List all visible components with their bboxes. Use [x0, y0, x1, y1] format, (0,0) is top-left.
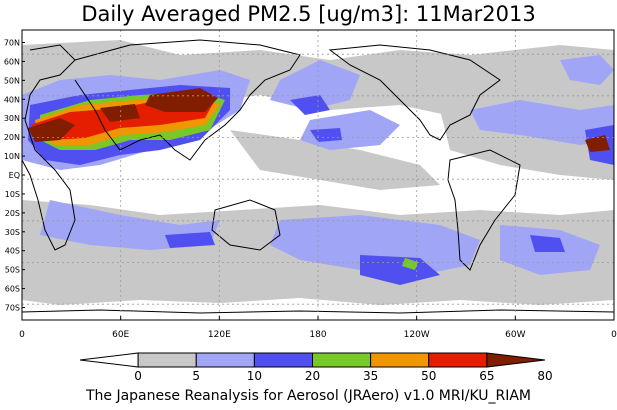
lat-tick-label: 30N [4, 114, 20, 123]
colorbar-swatch [79, 352, 139, 368]
latitude-axis: 70N 60N 50N 40N 30N 20N 10N EQ 10S 20S 30S 40S 50S 60… [4, 39, 25, 313]
lat-tick-label: 30S [5, 228, 20, 237]
lat-tick-label: 40S [5, 247, 20, 256]
colorbar-swatch [428, 352, 488, 368]
lon-tick-label: 120E [208, 330, 231, 340]
lat-tick-label: 20S [5, 209, 20, 218]
coastlines [21, 39, 615, 314]
lat-tick-label: 50N [4, 76, 20, 85]
lon-tick-label: 0 [611, 330, 617, 340]
lat-tick-label: 20N [4, 133, 20, 142]
lat-tick-label: 50S [5, 266, 20, 275]
colorbar-swatch [137, 352, 197, 368]
colorbar-tick-label: 65 [479, 369, 494, 383]
footer-credit: The Japanese Reanalysis for Aerosol (JRA… [85, 388, 532, 404]
lon-tick-label: 0 [19, 330, 25, 340]
colorbar-tick-label: 50 [421, 369, 436, 383]
colorbar-swatch [486, 352, 546, 368]
lon-tick-label: 60E [112, 330, 129, 340]
lon-tick-label: 180 [309, 330, 326, 340]
lat-tick-label: 70S [5, 304, 20, 313]
colorbar-tick-label: 10 [247, 369, 262, 383]
map-title: Daily Averaged PM2.5 [ug/m3]: 11Mar2013 [81, 2, 536, 26]
colorbar-tick-label: 5 [192, 369, 200, 383]
colorbar-tick-label: 20 [305, 369, 320, 383]
colorbar-tick-label: 80 [537, 369, 552, 383]
colorbar-tick-label: 0 [134, 369, 142, 383]
colorbar-swatch [312, 352, 372, 368]
colorbar-swatch [195, 352, 255, 368]
lon-tick-label: 60W [505, 330, 525, 340]
lat-tick-label: 70N [4, 39, 20, 48]
lat-tick-label: EQ [9, 171, 20, 180]
lat-tick-label: 10N [4, 152, 20, 161]
colorbar-tick-label: 35 [363, 369, 378, 383]
lon-tick-label: 120W [404, 330, 430, 340]
colorbar-swatch [253, 352, 313, 368]
lat-tick-label: 60S [5, 285, 20, 294]
graticule [22, 30, 614, 320]
lat-tick-label: 40N [4, 95, 20, 104]
lat-tick-label: 60N [4, 57, 20, 66]
band-80-plus [28, 88, 610, 152]
colorbar-swatch [370, 352, 430, 368]
longitude-axis: 0 60E 120E 180 120W 60W 0 [19, 316, 617, 340]
colorbar: 0 5 10 20 35 50 65 80 [79, 352, 553, 383]
lat-tick-label: 10S [5, 190, 20, 199]
